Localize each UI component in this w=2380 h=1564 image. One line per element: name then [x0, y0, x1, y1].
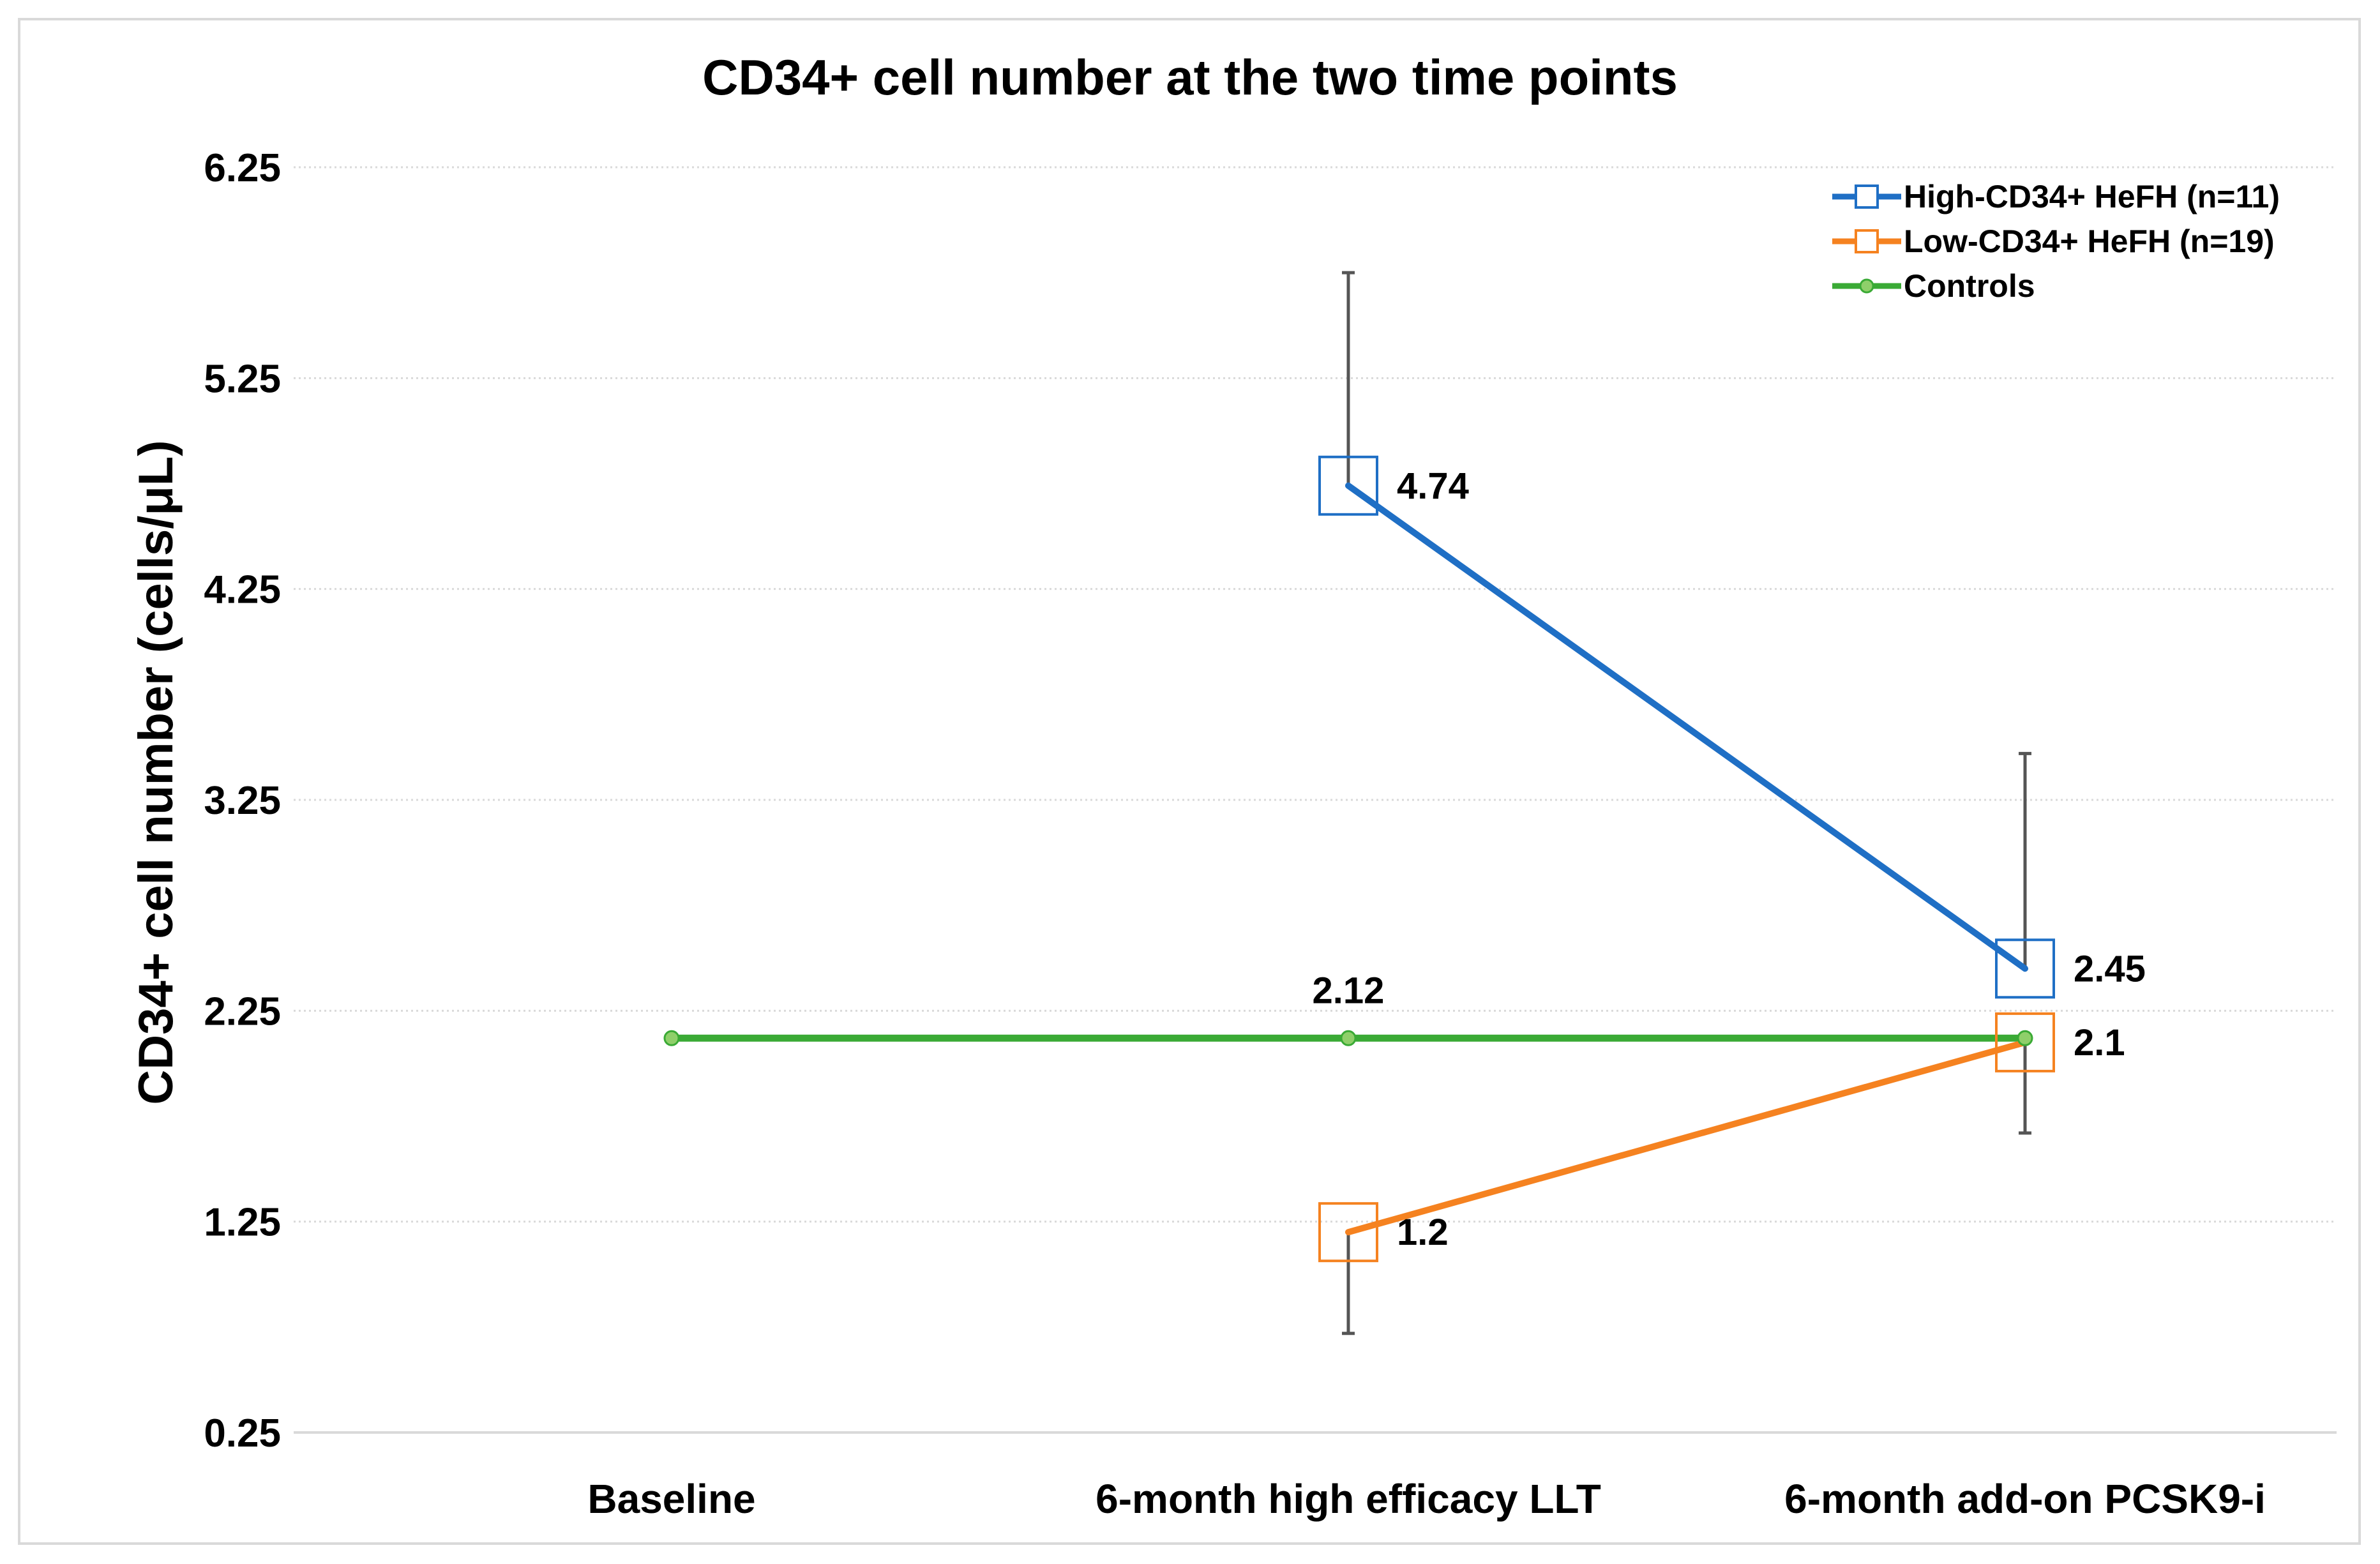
legend-label: Controls — [1904, 268, 2035, 304]
data-point-marker — [1318, 1202, 1378, 1263]
data-point-marker — [1340, 1030, 1357, 1046]
y-axis-label: CD34+ cell number (cells/μL) — [129, 440, 183, 1104]
legend-item[interactable]: Low-CD34+ HeFH (n=19) — [1832, 223, 2275, 259]
legend-marker — [1855, 184, 1879, 209]
data-label: 2.45 — [2074, 948, 2146, 989]
x-tick-label: 6-month add-on PCSK9-i — [1784, 1476, 2266, 1522]
data-point-marker — [2017, 1030, 2033, 1046]
y-tick-label: 0.25 — [204, 1411, 281, 1455]
data-point-marker — [1318, 455, 1378, 516]
data-point-marker — [1995, 938, 2055, 999]
chart-title: CD34+ cell number at the two time points — [702, 49, 1678, 105]
data-point-marker — [663, 1030, 680, 1046]
y-tick-label: 2.25 — [204, 989, 281, 1034]
x-tick-label: Baseline — [587, 1476, 755, 1522]
x-tick-label: 6-month high efficacy LLT — [1096, 1476, 1601, 1522]
legend-item[interactable]: High-CD34+ HeFH (n=11) — [1832, 179, 2280, 214]
chart-frame — [18, 18, 2361, 1545]
y-tick-label: 3.25 — [204, 779, 281, 823]
series-line — [1345, 482, 2028, 972]
legend-label: High-CD34+ HeFH (n=11) — [1904, 179, 2280, 214]
y-tick-label: 5.25 — [204, 357, 281, 401]
data-label: 2.12 — [1313, 970, 1385, 1011]
legend-label: Low-CD34+ HeFH (n=19) — [1904, 223, 2275, 259]
legend-marker — [1859, 278, 1874, 294]
y-tick-label: 6.25 — [204, 146, 281, 190]
y-tick-label: 1.25 — [204, 1201, 281, 1245]
legend-marker — [1855, 229, 1879, 253]
data-label: 1.2 — [1397, 1212, 1449, 1253]
data-label: 2.1 — [2074, 1022, 2125, 1064]
series-line — [1345, 1039, 2028, 1236]
data-point-marker — [1995, 1012, 2055, 1072]
y-tick-label: 4.25 — [204, 568, 281, 612]
legend-item[interactable]: Controls — [1832, 268, 2035, 304]
data-label: 4.74 — [1397, 465, 1469, 507]
